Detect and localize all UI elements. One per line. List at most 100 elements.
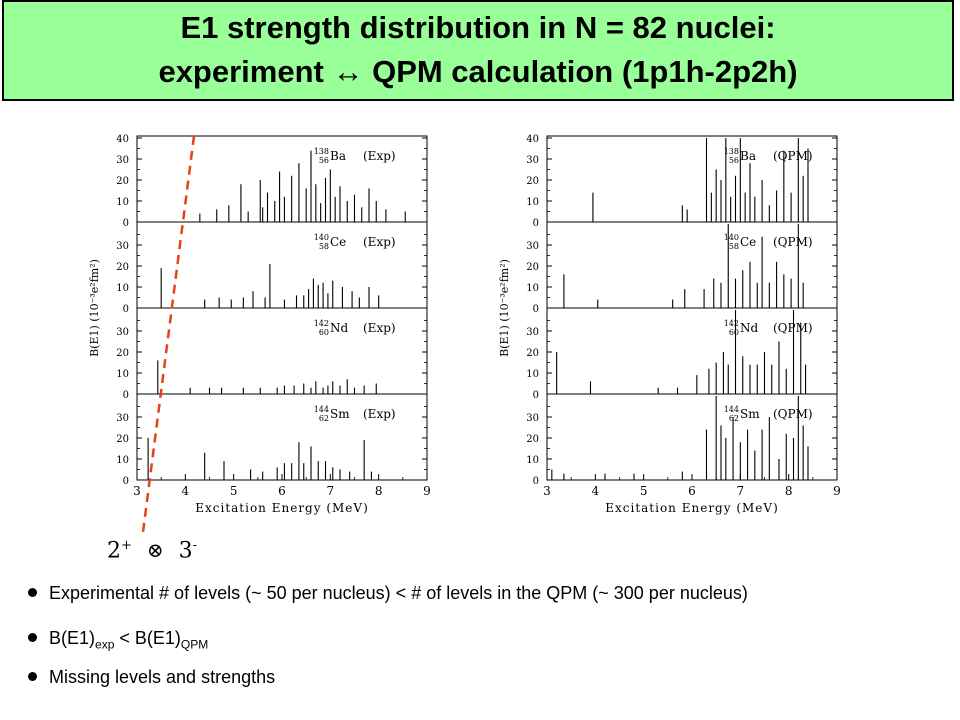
y-tick-label: 0: [533, 218, 539, 229]
y-tick-label: 0: [533, 390, 539, 401]
y-tick-label: 10: [116, 369, 129, 380]
bullet-3-text: Missing levels and strengths: [49, 667, 276, 687]
bullet-2-main-a: B(E1): [49, 628, 96, 648]
y-tick-label: 20: [526, 434, 539, 445]
nucleus-mass: 144: [724, 405, 739, 414]
bullet-1-text: Experimental # of levels (~ 50 per nucle…: [49, 583, 748, 603]
nucleus-z: 62: [319, 414, 329, 423]
nucleus-z: 62: [729, 414, 739, 423]
y-tick-label: 30: [116, 241, 129, 252]
y-tick-label: 30: [526, 413, 539, 424]
nucleus-tag: (Exp): [363, 321, 396, 335]
x-tick-label: 5: [230, 484, 238, 498]
nucleus-tag: (Exp): [363, 235, 396, 249]
y-axis-label: B(E1) (10⁻³e²fm²): [88, 259, 101, 357]
y-tick-label: 40: [116, 134, 129, 145]
x-tick-label: 4: [592, 484, 600, 498]
y-tick-label: 30: [116, 155, 129, 166]
nucleus-mass: 144: [314, 405, 329, 414]
title-line-2-left: experiment: [158, 54, 333, 89]
title-line-1: E1 strength distribution in N = 82 nucle…: [180, 10, 776, 45]
y-tick-label: 0: [123, 218, 129, 229]
title-line-2: experiment ↔ QPM calculation (1p1h-2p2h): [4, 54, 952, 90]
x-tick-label: 3: [133, 484, 141, 498]
y-tick-label: 30: [526, 241, 539, 252]
y-tick-label: 0: [123, 304, 129, 315]
y-tick-label: 10: [526, 455, 539, 466]
bullet-2-sub-b: QPM: [180, 637, 209, 652]
y-tick-label: 10: [526, 197, 539, 208]
bullet-2-mid: < B(E1): [114, 628, 181, 648]
y-tick-label: 30: [116, 327, 129, 338]
coupling-a: 2: [107, 538, 121, 564]
nucleus-mass: 140: [314, 233, 329, 242]
nucleus-mass: 142: [314, 319, 329, 328]
bullet-2-sub-a: exp: [95, 637, 115, 652]
bullet-2: B(E1)exp < B(E1)QPM: [28, 628, 208, 652]
x-tick-label: 8: [785, 484, 793, 498]
y-tick-label: 40: [526, 134, 539, 145]
x-tick-label: 9: [423, 484, 431, 498]
nucleus-symbol: Nd: [740, 321, 759, 335]
y-tick-label: 30: [116, 413, 129, 424]
coupling-a-sup: +: [121, 538, 132, 553]
y-tick-label: 20: [526, 262, 539, 273]
y-tick-label: 0: [123, 476, 129, 487]
title-box: E1 strength distribution in N = 82 nucle…: [2, 0, 954, 101]
nucleus-symbol: Ce: [740, 235, 756, 249]
x-tick-label: 5: [640, 484, 648, 498]
nucleus-z: 60: [319, 328, 329, 337]
x-tick-label: 4: [182, 484, 190, 498]
y-tick-label: 20: [116, 176, 129, 187]
x-tick-label: 8: [375, 484, 383, 498]
bullet-dot-icon: [28, 587, 37, 597]
y-tick-label: 10: [526, 283, 539, 294]
x-tick-label: 7: [327, 484, 335, 498]
nucleus-mass: 142: [724, 319, 739, 328]
nucleus-symbol: Sm: [330, 407, 350, 421]
y-tick-label: 20: [526, 176, 539, 187]
nucleus-z: 58: [319, 242, 329, 251]
nucleus-symbol: Sm: [740, 407, 760, 421]
y-tick-label: 20: [116, 434, 129, 445]
bullet-dot-icon: [28, 632, 37, 642]
nucleus-tag: (QPM): [773, 149, 813, 163]
title-line-2-right: QPM calculation (1p1h-2p2h): [363, 54, 798, 89]
bullet-dot-icon: [28, 671, 37, 681]
x-tick-label: 3: [543, 484, 551, 498]
nucleus-symbol: Ba: [740, 149, 756, 163]
nucleus-tag: (QPM): [773, 235, 813, 249]
nucleus-symbol: Nd: [330, 321, 349, 335]
coupling-b-sup: -: [192, 538, 198, 553]
otimes-icon: ⊗: [146, 538, 164, 563]
coupling-label: 2+ ⊗ 3-: [107, 538, 197, 563]
nucleus-tag: (QPM): [773, 407, 813, 421]
x-tick-label: 7: [737, 484, 745, 498]
x-tick-label: 6: [688, 484, 696, 498]
y-tick-label: 10: [116, 283, 129, 294]
y-tick-label: 10: [526, 369, 539, 380]
y-tick-label: 20: [116, 348, 129, 359]
y-tick-label: 10: [116, 197, 129, 208]
x-tick-label: 6: [278, 484, 286, 498]
nucleus-mass: 140: [724, 233, 739, 242]
bullet-1: Experimental # of levels (~ 50 per nucle…: [28, 583, 748, 604]
y-tick-label: 0: [533, 304, 539, 315]
nucleus-symbol: Ba: [330, 149, 346, 163]
nucleus-z: 56: [729, 156, 739, 165]
nucleus-mass: 138: [724, 147, 739, 156]
y-tick-label: 20: [116, 262, 129, 273]
nucleus-z: 58: [729, 242, 739, 251]
y-axis-label: B(E1) (10⁻³e²fm²): [498, 259, 511, 357]
y-tick-label: 20: [526, 348, 539, 359]
